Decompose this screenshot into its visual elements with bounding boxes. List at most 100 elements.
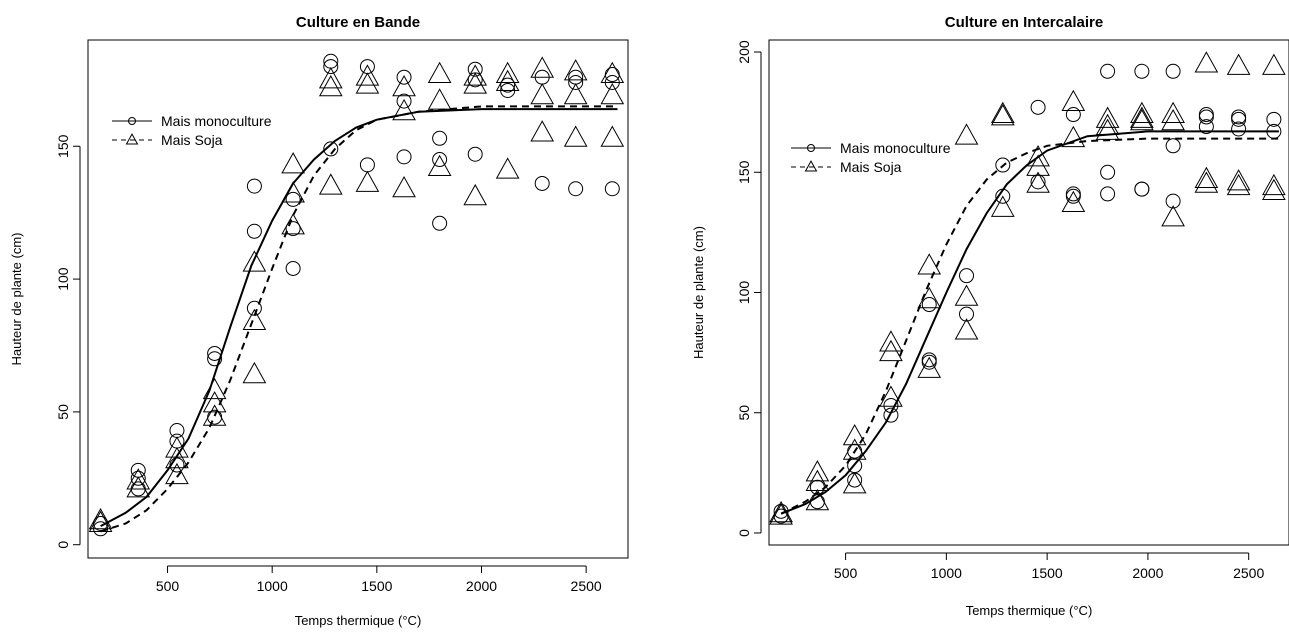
x-axis-label: Temps thermique (°C) (295, 613, 422, 628)
data-point-triangle (563, 125, 588, 147)
data-point-triangle (88, 510, 113, 532)
data-point-triangle (1262, 173, 1286, 196)
data-point-triangle (427, 88, 452, 110)
data-point-triangle (1026, 154, 1050, 176)
data-point-triangle (1194, 171, 1219, 193)
data-point-triangle (954, 318, 979, 340)
data-point-triangle (463, 72, 488, 94)
series-1 (773, 63, 1282, 524)
data-point-triangle (990, 104, 1015, 126)
data-point-circle (285, 260, 301, 276)
data-point-circle (883, 398, 899, 414)
data-point-triangle (392, 98, 416, 121)
data-point-circle (1231, 121, 1247, 137)
data-point-circle (1231, 111, 1247, 127)
x-tick-label: 2000 (466, 578, 497, 594)
data-point-triangle (563, 82, 588, 105)
data-point-triangle (917, 356, 942, 378)
data-point-triangle (1095, 118, 1120, 140)
data-point-triangle (600, 125, 625, 147)
data-point-triangle (1262, 53, 1286, 75)
data-point-circle (883, 407, 899, 423)
x-tick-label: 1500 (361, 578, 392, 594)
data-point-triangle (954, 123, 979, 145)
data-point-triangle (355, 72, 380, 94)
y-tick-label: 150 (55, 134, 71, 158)
data-point-triangle (1262, 178, 1286, 200)
data-point-triangle (530, 82, 555, 105)
data-point-triangle (463, 183, 488, 206)
data-point-circle (534, 175, 550, 191)
legend-marker-triangle (125, 133, 139, 145)
panel-1: Culture en Bande 500 1000 1500 2000 2500 0 50 10… (9, 14, 629, 628)
data-point-circle (1134, 63, 1150, 79)
data-point-triangle (318, 75, 343, 97)
data-point-circle (921, 354, 937, 370)
data-point-circle (396, 149, 412, 165)
legend-label: Mais Soja (840, 159, 902, 175)
data-point-circle (1198, 109, 1214, 125)
data-point-circle (323, 141, 339, 157)
data-point-triangle (879, 330, 903, 352)
fit-line-solid (100, 108, 618, 527)
data-point-triangle (805, 460, 830, 482)
data-point-circle (847, 472, 863, 488)
y-tick-label: 100 (736, 281, 752, 305)
data-point-circle (246, 223, 262, 239)
data-point-circle (959, 268, 975, 284)
data-point-circle (207, 345, 223, 361)
data-point-circle (359, 157, 375, 173)
data-point-triangle (392, 175, 416, 198)
data-point-circle (1065, 188, 1081, 204)
data-point-triangle (495, 69, 520, 91)
data-point-triangle (126, 476, 151, 498)
data-point-circle (1165, 138, 1181, 154)
data-point-triangle (1026, 171, 1050, 193)
x-tick-label: 2500 (571, 578, 602, 594)
data-point-triangle (1061, 190, 1086, 213)
data-point-triangle (1194, 51, 1219, 73)
data-point-triangle (126, 468, 151, 490)
x-tick-label: 1000 (257, 578, 288, 594)
series-2 (769, 51, 1286, 525)
data-point-circle (359, 59, 375, 75)
plot-frame (87, 39, 629, 559)
data-point-circle (568, 75, 584, 91)
data-point-triangle (495, 157, 520, 179)
data-point-circle (396, 69, 412, 85)
data-point-triangle (165, 436, 189, 458)
data-point-triangle (1161, 108, 1185, 131)
chart-title: Culture en Bande (296, 14, 420, 31)
plot-area (769, 51, 1286, 525)
data-point-circle (1100, 186, 1116, 202)
data-point-circle (285, 221, 301, 237)
data-point-triangle (1026, 145, 1050, 167)
data-point-circle (604, 181, 620, 197)
data-point-circle (959, 306, 975, 322)
data-point-triangle (1130, 108, 1154, 131)
data-point-triangle (242, 250, 267, 272)
x-axis-label: Temps thermique (°C) (966, 603, 1093, 618)
data-point-triangle (879, 339, 903, 362)
legend: Mais monoculture Mais Soja (791, 140, 951, 175)
data-point-circle (1134, 181, 1150, 197)
data-point-circle (1030, 99, 1046, 115)
data-point-triangle (530, 56, 555, 78)
legend-label: Mais monoculture (840, 140, 951, 156)
y-axis-label: Hauteur de plante (cm) (691, 226, 706, 359)
data-point-circle (500, 77, 516, 93)
data-point-triangle (1061, 89, 1086, 112)
data-point-circle (1065, 107, 1081, 123)
legend: Mais monoculture Mais Soja (112, 113, 272, 148)
data-point-circle (246, 178, 262, 194)
data-point-triangle (530, 120, 555, 142)
data-point-triangle (355, 170, 380, 192)
x-tick-label: 2000 (1132, 565, 1163, 581)
x-tick-label: 1000 (931, 565, 962, 581)
y-tick-label: 200 (736, 40, 752, 64)
data-point-triangle (1161, 101, 1185, 124)
data-point-triangle (917, 253, 942, 275)
data-point-circle (568, 181, 584, 197)
data-point-triangle (600, 82, 625, 105)
